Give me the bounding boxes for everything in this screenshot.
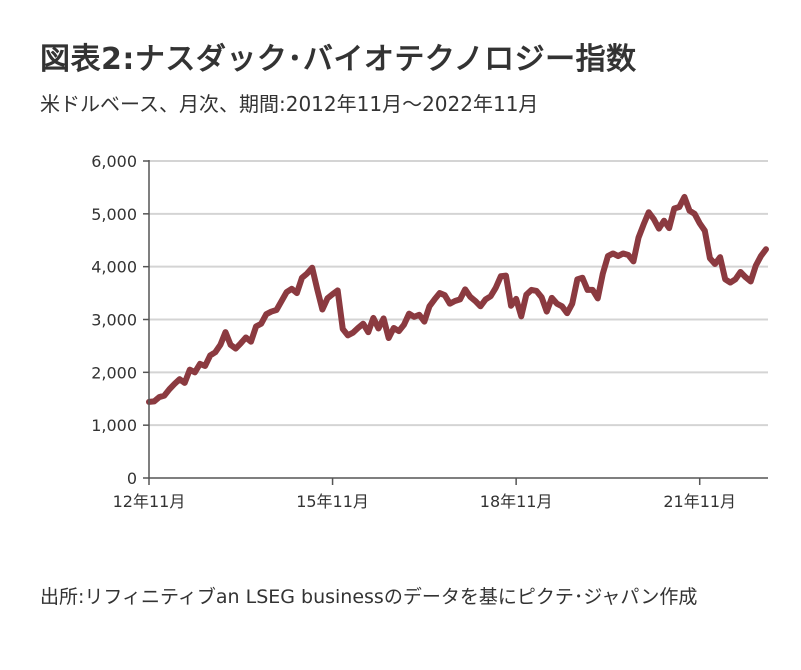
gridlines xyxy=(149,160,768,427)
x-tick-label: 18年11月 xyxy=(480,492,553,511)
x-tick-label: 12年11月 xyxy=(113,492,186,511)
y-tick-label: 4,000 xyxy=(91,258,137,277)
series-line xyxy=(146,193,769,405)
chart-subtitle: 米ドルベース、月次、期間:2012年11月～2022年11月 xyxy=(40,92,539,116)
y-tick-label: 2,000 xyxy=(91,363,137,382)
x-tick-label: 15年11月 xyxy=(296,492,369,511)
y-tick-label: 6,000 xyxy=(91,152,137,171)
y-tick-label: 5,000 xyxy=(91,205,137,224)
source-note: 出所:リフィニティブan LSEG businessのデータを基にピクテ･ジャパ… xyxy=(40,586,698,608)
x-axis-ticks: 12年11月 15年11月 18年11月 21年11月 xyxy=(113,478,736,511)
y-tick-label: 0 xyxy=(127,469,137,488)
x-tick-label: 21年11月 xyxy=(663,492,736,511)
chart-title: 図表2:ナスダック･バイオテクノロジー指数 xyxy=(40,42,637,77)
y-tick-label: 1,000 xyxy=(91,416,137,435)
y-axis-ticks: 0 1,000 2,000 3,000 4,000 5,000 6,000 xyxy=(91,152,149,488)
y-tick-label: 3,000 xyxy=(91,311,137,330)
